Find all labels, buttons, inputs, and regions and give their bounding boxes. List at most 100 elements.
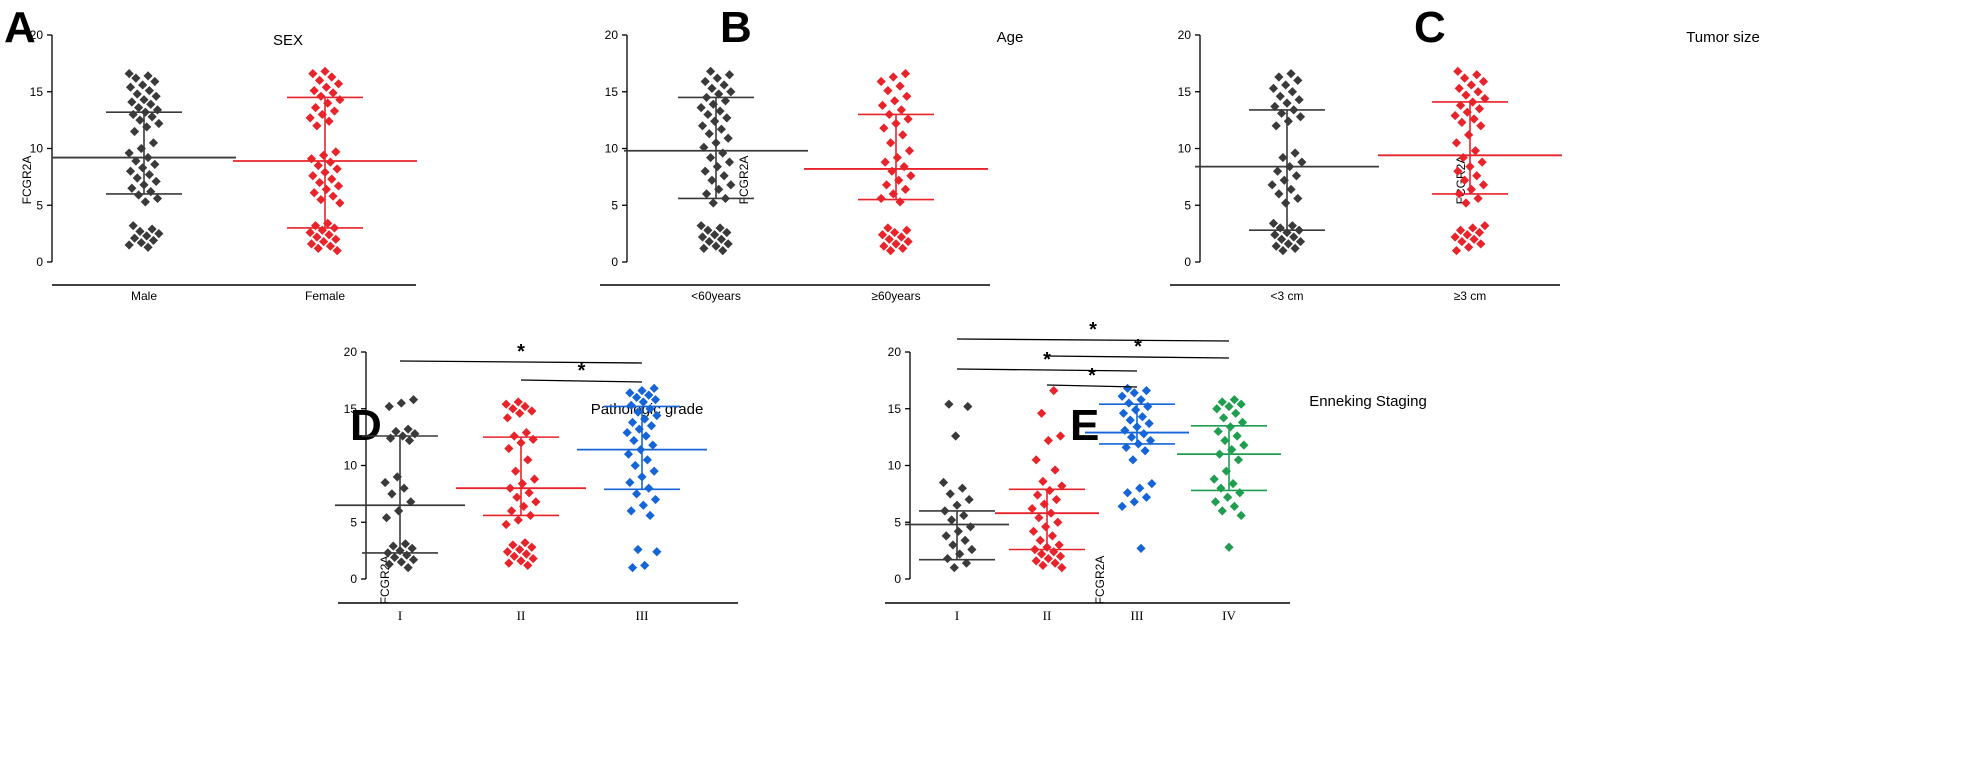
- data-point: [1128, 455, 1138, 465]
- data-point: [306, 154, 317, 164]
- data-point: [1129, 497, 1139, 507]
- data-point: [125, 82, 136, 92]
- data-point: [1219, 413, 1229, 423]
- data-point: [1295, 112, 1306, 122]
- data-point: [323, 218, 333, 229]
- data-point: [1141, 492, 1152, 502]
- data-point: [403, 424, 413, 434]
- significance-bracket: [1046, 355, 1230, 359]
- data-point: [1117, 501, 1127, 511]
- data-point: [1478, 180, 1489, 190]
- data-point: [1028, 526, 1039, 536]
- data-point: [1281, 80, 1291, 90]
- data-point: [1054, 540, 1064, 550]
- x-category-label: II: [517, 608, 526, 623]
- data-point: [1037, 549, 1047, 559]
- data-point: [652, 410, 662, 421]
- data-point: [306, 239, 317, 249]
- series-iii: [577, 383, 707, 573]
- data-point: [632, 489, 642, 499]
- panel-letter: C: [1414, 3, 1446, 52]
- data-point: [961, 558, 972, 568]
- data-point: [1217, 397, 1227, 407]
- data-point: [332, 246, 342, 256]
- data-point: [1469, 234, 1479, 244]
- data-point: [700, 76, 710, 87]
- data-point: [381, 513, 392, 523]
- data-point: [967, 544, 977, 555]
- panel-letter: A: [4, 3, 36, 52]
- y-tick-label: 0: [36, 255, 43, 269]
- data-point: [404, 435, 415, 446]
- data-point: [720, 96, 731, 106]
- data-point: [333, 79, 344, 89]
- data-point: [1282, 98, 1292, 108]
- data-point: [324, 116, 334, 126]
- x-category-label: <3 cm: [1270, 289, 1303, 303]
- chart-title: Age: [997, 29, 1024, 46]
- data-point: [627, 417, 638, 427]
- data-point: [396, 557, 406, 567]
- x-category-label: ≥60years: [871, 289, 920, 303]
- data-point: [1043, 435, 1053, 446]
- data-point: [632, 392, 642, 402]
- data-point: [309, 188, 319, 198]
- data-point: [1278, 152, 1288, 163]
- y-tick-label: 15: [888, 402, 902, 416]
- data-point: [135, 226, 145, 236]
- data-point: [321, 82, 331, 92]
- data-point: [953, 526, 963, 536]
- data-point: [316, 91, 326, 101]
- data-point: [1466, 80, 1476, 90]
- data-point: [1031, 455, 1041, 465]
- data-point: [948, 540, 958, 550]
- data-point: [327, 174, 337, 184]
- y-axis-label: FCGR2A: [737, 156, 751, 205]
- data-point: [704, 129, 714, 139]
- data-point: [132, 89, 142, 99]
- data-point: [1235, 488, 1245, 498]
- data-point: [644, 390, 654, 400]
- data-point: [146, 99, 156, 109]
- data-point: [1458, 152, 1468, 163]
- y-tick-label: 15: [344, 402, 358, 416]
- data-point: [328, 88, 338, 98]
- data-point: [1275, 223, 1285, 233]
- data-point: [1137, 412, 1147, 422]
- data-point: [1237, 417, 1248, 427]
- data-point: [1453, 66, 1463, 76]
- data-point: [1141, 385, 1152, 396]
- data-point: [328, 191, 338, 201]
- data-point: [1139, 429, 1149, 439]
- data-point: [1275, 91, 1285, 101]
- data-point: [1027, 504, 1037, 514]
- data-point: [1043, 553, 1053, 564]
- y-tick-label: 0: [611, 255, 618, 269]
- data-point: [147, 224, 157, 234]
- data-point: [1290, 148, 1300, 158]
- data-point: [312, 232, 322, 242]
- y-tick-label: 20: [605, 28, 619, 42]
- data-point: [399, 483, 409, 493]
- data-point: [900, 68, 911, 79]
- y-tick-label: 15: [605, 85, 619, 99]
- data-point: [312, 121, 322, 131]
- data-point: [1291, 171, 1302, 181]
- data-point: [1125, 415, 1135, 425]
- data-point: [1457, 236, 1467, 247]
- data-point: [1136, 543, 1146, 553]
- data-point: [1050, 558, 1060, 568]
- data-point: [634, 424, 644, 434]
- data-point: [888, 72, 898, 82]
- data-point: [384, 559, 394, 569]
- data-point: [520, 401, 530, 412]
- data-point: [960, 535, 970, 546]
- significance-star: *: [1088, 365, 1096, 387]
- data-point: [148, 235, 159, 246]
- data-point: [715, 223, 725, 233]
- data-point: [1034, 513, 1044, 523]
- data-point: [1231, 408, 1241, 418]
- data-point: [132, 173, 142, 183]
- data-point: [1050, 465, 1060, 475]
